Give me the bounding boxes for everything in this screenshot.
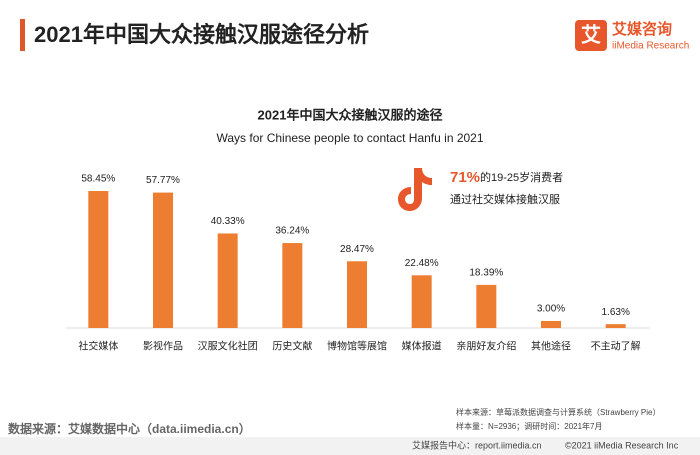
tiktok-icon [398,168,432,211]
bar [476,284,497,328]
value-label: 3.00% [537,304,565,315]
bar [541,320,561,328]
bar [217,233,238,328]
x-tick-label: 不主动了解 [591,340,641,353]
value-label: 28.47% [340,244,374,255]
x-tick-label: 媒体报道 [402,340,442,353]
bar [605,324,626,328]
logo-subtext: iiMedia Research [612,41,689,52]
sample-source: 样本来源：草莓派数据调查与计算系统（Strawberry Pie） [456,407,660,417]
value-label: 18.39% [469,268,503,279]
x-tick-label: 影视作品 [143,340,183,353]
value-label: 36.24% [275,226,309,237]
x-tick-label: 历史文献 [272,340,312,353]
chart-subtitle: Ways for Chinese people to contact Hanfu… [216,131,483,145]
bar [153,192,173,328]
logo-box [575,20,607,51]
annotation-line2: 通过社交媒体接触汉服 [450,192,560,206]
sample-size: 样本量：N=2936；调研时间：2021年7月 [456,421,603,431]
value-label: 22.48% [405,258,439,269]
bar [347,261,367,328]
logo-mark: 艾 [581,23,601,46]
annotation-highlight: 71% [450,169,480,186]
annotation-text: 的19-25岁消费者 [480,170,563,184]
x-tick-label: 汉服文化社团 [198,340,258,353]
page-title: 2021年中国大众接触汉服途径分析 [34,22,369,47]
footer-bar [0,437,700,455]
bar [282,243,303,328]
value-label: 1.63% [601,307,629,318]
title-accent [20,19,25,51]
x-tick-label: 其他途径 [531,340,571,353]
x-tick-label: 社交媒体 [78,340,118,353]
annotation-line1: 71%的19-25岁消费者 [450,169,563,186]
x-tick-label: 博物馆等展馆 [327,340,387,353]
x-tick-label: 亲朋好友介绍 [456,340,516,353]
logo-text: 艾媒咨询 [612,20,672,38]
data-source: 数据来源：艾媒数据中心（data.iimedia.cn） [8,421,251,436]
chart-title: 2021年中国大众接触汉服的途径 [258,107,443,122]
report-center: 艾媒报告中心：report.iimedia.cn [412,439,542,450]
value-label: 57.77% [146,175,180,186]
bar [88,191,109,328]
copyright: ©2021 iiMedia Research Inc [565,440,679,450]
value-label: 58.45% [81,174,115,185]
value-label: 40.33% [211,216,245,227]
bar [411,275,432,328]
